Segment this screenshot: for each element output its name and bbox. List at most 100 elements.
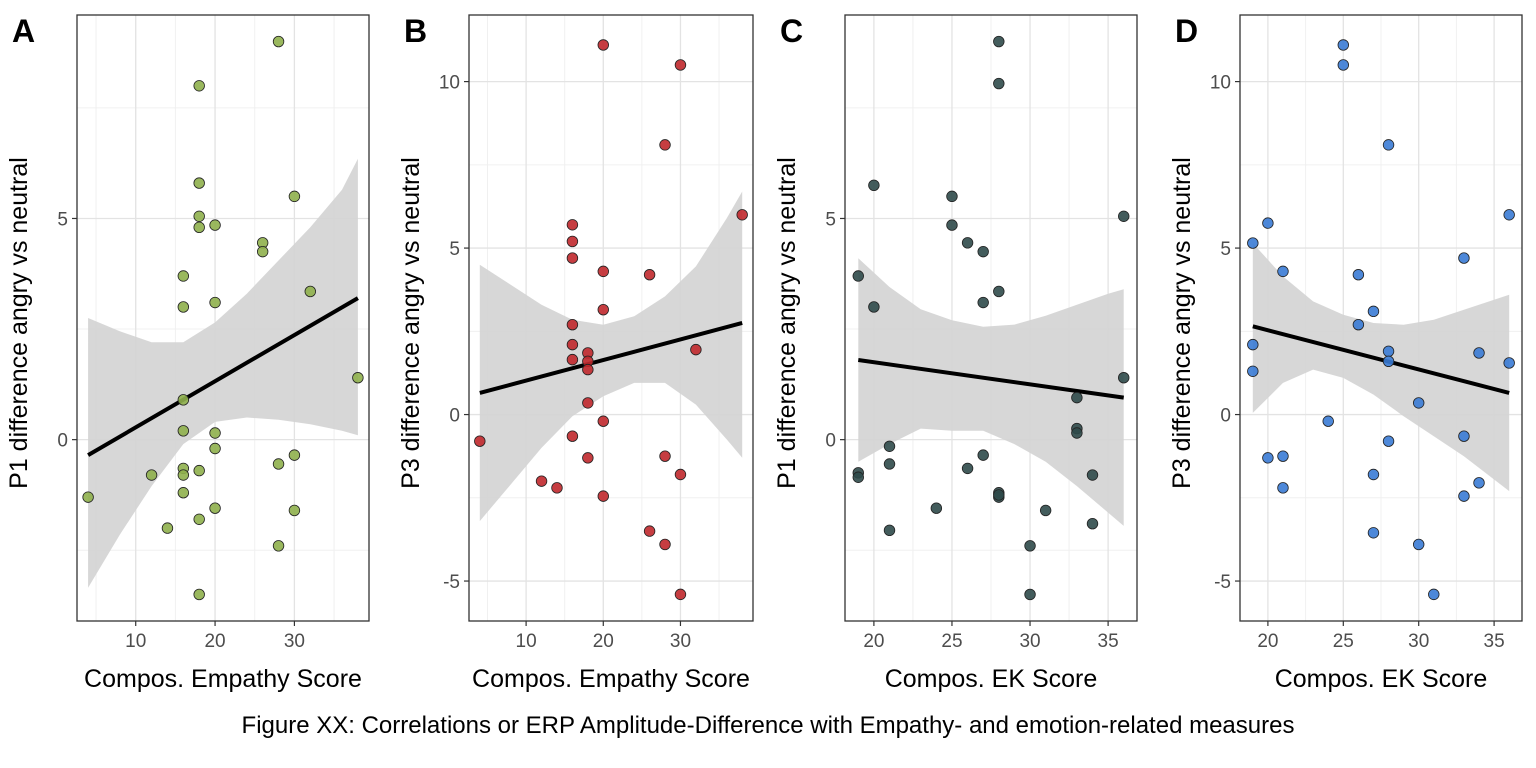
panel-b-point	[597, 415, 609, 427]
panel-c-point	[1024, 588, 1036, 601]
panel-c-x-axis-label: Compos. EK Score	[885, 665, 1098, 693]
panel-a-point	[161, 522, 174, 534]
panel-d-point	[1277, 450, 1289, 462]
panel-b-x-tick-label: 10	[516, 631, 537, 652]
panel-b-letter: B	[404, 13, 427, 49]
panel-b-point	[736, 209, 748, 221]
panel-d-y-tick-label: -5	[1214, 572, 1231, 593]
panel-c-x-tick-label: 30	[1019, 631, 1040, 652]
panel-c-y-tick-label: 5	[825, 209, 836, 230]
panel-a-point	[288, 504, 301, 517]
panel-b-point	[659, 538, 671, 551]
panel-d-point	[1413, 397, 1425, 409]
panel-d-regression-line	[1252, 324, 1510, 395]
panel-c-point	[977, 245, 989, 258]
panel-c-point	[868, 301, 880, 313]
panel-c-point	[852, 471, 864, 483]
panel-a-point	[193, 588, 205, 601]
panel-c-point	[946, 219, 958, 231]
panel-a-y-tick-label: 0	[57, 431, 68, 452]
panel-a-letter: A	[12, 13, 35, 49]
panel-d-point	[1262, 452, 1274, 464]
panel-b-point	[582, 363, 594, 376]
panel-b-point	[597, 265, 609, 278]
panel-a-point	[209, 296, 221, 309]
panel-b-y-tick-label: 0	[449, 406, 460, 427]
panel-b-y-tick-label: -5	[443, 572, 460, 593]
panel-c-point	[868, 179, 880, 191]
panel-a-x-tick-label: 10	[125, 631, 146, 652]
panel-c-point	[1071, 427, 1083, 439]
panel-c-point	[1039, 504, 1052, 517]
panel-a-point	[177, 469, 190, 481]
panel-d-point	[1262, 217, 1274, 229]
panel-a-point	[288, 190, 301, 203]
panel-d-point	[1382, 355, 1395, 367]
panel-d-point	[1382, 345, 1395, 357]
panel-c-point	[1118, 372, 1130, 384]
panel-d-border	[1239, 14, 1523, 622]
panel-d-y-axis-label: P3 difference angry vs neutral	[1168, 157, 1196, 489]
panel-a-point	[288, 449, 301, 461]
panel-a-point	[177, 301, 190, 313]
panel-a: 10 20 30 0 5 Compos. Empathy Score P1 differen…	[5, 13, 370, 693]
panel-d-point	[1503, 209, 1515, 221]
panel-b-point	[674, 59, 687, 71]
panel-d-point	[1428, 588, 1440, 601]
panel-a-point	[209, 219, 221, 231]
panel-b-point	[659, 139, 671, 151]
panel-a-point	[209, 442, 221, 455]
panel-c-point	[993, 285, 1005, 298]
panel-d-letter: D	[1175, 13, 1198, 49]
panel-a-point	[193, 464, 205, 477]
panel-b-point	[690, 343, 702, 356]
panel-c-point	[993, 35, 1005, 48]
panel-d-point	[1352, 269, 1365, 281]
panel-b-point	[597, 39, 609, 51]
panel-a-x-axis-label: Compos. Empathy Score	[84, 665, 362, 693]
panel-d-points	[1247, 39, 1515, 601]
panel-a-y-tick-label: 5	[57, 209, 68, 230]
panel-b-point	[566, 235, 579, 248]
panel-b-point	[566, 338, 579, 351]
panel-d-point	[1473, 477, 1485, 489]
panel-d-point	[1277, 265, 1289, 278]
panel-b-point	[582, 452, 594, 464]
panel-a-regression-line	[87, 296, 359, 457]
panel-a-point	[177, 270, 190, 282]
panel-d-x-axis-label: Compos. EK Score	[1275, 665, 1488, 693]
panel-b-point	[674, 588, 687, 601]
panel-b-y-tick-label: 5	[449, 239, 460, 260]
panel-b-x-axis-label: Compos. Empathy Score	[472, 665, 750, 693]
panel-d-point	[1367, 527, 1380, 539]
panel-d-point	[1247, 237, 1259, 249]
panel-a-point	[193, 513, 205, 525]
panel-d-y-tick-label: 0	[1220, 406, 1231, 427]
panel-a-points	[82, 35, 364, 601]
panel-c: 20 25 30 35 0 5 Compos. EK Score P1 difference …	[773, 13, 1138, 693]
panel-a-point	[209, 502, 221, 514]
panel-b-point	[566, 219, 579, 231]
panel-a-point	[145, 469, 158, 481]
panel-a-point	[272, 35, 285, 48]
panel-b: 10 20 30 -5 0 5 10 Compos. Empathy Score P3 diff…	[397, 13, 754, 693]
panel-c-point	[977, 449, 989, 461]
panel-c-y-tick-label: 0	[825, 431, 836, 452]
panel-b-y-axis-label: P3 difference angry vs neutral	[397, 157, 425, 489]
panel-c-point	[1024, 540, 1036, 552]
panel-a-point	[193, 177, 205, 189]
panel-a-point	[193, 210, 205, 222]
panel-b-x-tick-label: 30	[670, 631, 691, 652]
panel-c-points	[852, 35, 1130, 601]
panel-d-x-tick-label: 25	[1333, 631, 1354, 652]
panel-d-point	[1458, 430, 1470, 442]
panel-c-x-tick-label: 25	[941, 631, 962, 652]
panel-d-point	[1367, 305, 1380, 318]
panel-d-point	[1337, 59, 1349, 71]
panel-c-y-axis-label: P1 difference angry vs neutral	[773, 157, 801, 489]
panel-c-border	[844, 14, 1138, 622]
panel-b-point	[597, 490, 609, 502]
panel-a-point	[177, 394, 190, 406]
panel-c-point	[1086, 517, 1099, 530]
panel-d-point	[1382, 435, 1395, 447]
